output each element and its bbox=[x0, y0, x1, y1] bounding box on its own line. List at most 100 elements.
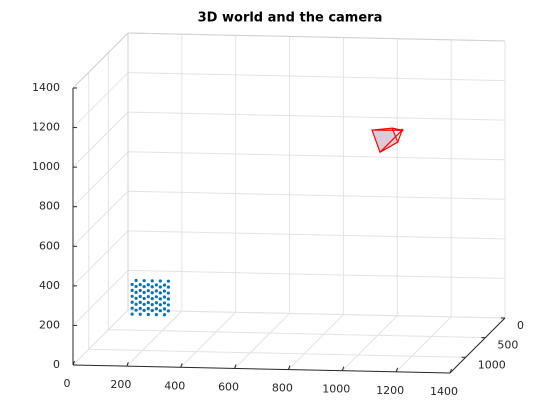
x-tick-label: 200 bbox=[110, 378, 131, 391]
point bbox=[142, 290, 146, 295]
point bbox=[130, 288, 134, 292]
z-tick-label: 1400 bbox=[32, 81, 60, 94]
x-tick bbox=[341, 366, 345, 371]
point bbox=[134, 302, 138, 306]
x-tick-label: 1400 bbox=[430, 385, 458, 398]
point bbox=[138, 312, 142, 316]
frustum-edge bbox=[397, 130, 403, 143]
grid-line bbox=[72, 72, 129, 128]
point bbox=[146, 289, 150, 293]
grid-line bbox=[72, 151, 129, 208]
point bbox=[142, 296, 146, 301]
frustum-edge bbox=[392, 127, 403, 131]
x-tick-label: 600 bbox=[218, 380, 239, 393]
x-tick-label: 400 bbox=[164, 379, 185, 392]
point bbox=[154, 313, 158, 317]
x-tick bbox=[287, 365, 291, 370]
point bbox=[166, 297, 170, 301]
x-tick bbox=[234, 364, 237, 369]
z-tick-label: 800 bbox=[39, 200, 60, 213]
box-edge bbox=[72, 32, 129, 89]
grid-line bbox=[72, 270, 129, 326]
grid-line bbox=[72, 190, 129, 247]
point bbox=[138, 294, 142, 299]
point bbox=[134, 278, 138, 283]
grid-line bbox=[72, 309, 129, 366]
point bbox=[166, 279, 170, 283]
point bbox=[162, 283, 167, 287]
y-tick-label: 0 bbox=[517, 319, 524, 332]
grid-line bbox=[127, 151, 506, 161]
point bbox=[134, 290, 138, 294]
z-tick-label: 1000 bbox=[32, 160, 60, 173]
point bbox=[130, 294, 134, 298]
grid-line bbox=[88, 348, 466, 358]
grid-line bbox=[234, 313, 290, 369]
point bbox=[158, 303, 162, 307]
camera-center bbox=[400, 128, 404, 132]
point bbox=[146, 283, 150, 287]
point bbox=[166, 303, 170, 307]
point bbox=[166, 309, 170, 313]
point bbox=[150, 297, 154, 301]
grid-line bbox=[341, 315, 398, 372]
z-tick-label: 0 bbox=[53, 358, 60, 371]
grid-line bbox=[288, 314, 344, 370]
point bbox=[158, 291, 162, 295]
point bbox=[154, 289, 158, 293]
point bbox=[146, 300, 150, 305]
point bbox=[134, 284, 138, 289]
point bbox=[130, 300, 134, 304]
grid-line bbox=[127, 309, 506, 319]
point bbox=[158, 309, 162, 313]
x-tick bbox=[395, 367, 399, 373]
x-axis bbox=[72, 364, 451, 374]
z-tick-label: 600 bbox=[39, 239, 60, 252]
point bbox=[134, 296, 138, 300]
x-tick-label: 800 bbox=[272, 382, 293, 395]
point bbox=[166, 291, 170, 295]
grid-line bbox=[395, 316, 452, 373]
point bbox=[166, 285, 170, 289]
point bbox=[154, 307, 158, 311]
point bbox=[138, 306, 142, 310]
y-tick-label: 1000 bbox=[478, 358, 506, 371]
grid-line bbox=[127, 190, 506, 200]
x-tick-label: 0 bbox=[64, 377, 71, 390]
x-tick bbox=[72, 360, 75, 366]
chart-title: 3D world and the camera bbox=[198, 11, 383, 26]
point bbox=[130, 306, 134, 310]
x-tick bbox=[180, 363, 183, 368]
point bbox=[146, 312, 150, 317]
point bbox=[158, 285, 162, 289]
point bbox=[142, 279, 146, 283]
point bbox=[150, 302, 154, 307]
z-tick-label: 1200 bbox=[32, 121, 60, 134]
point bbox=[146, 306, 150, 311]
grid-line bbox=[180, 311, 237, 368]
grid-line bbox=[72, 111, 129, 168]
point bbox=[150, 279, 154, 283]
point bbox=[162, 289, 167, 293]
point bbox=[142, 308, 146, 312]
point bbox=[142, 285, 146, 289]
point bbox=[138, 282, 142, 287]
point bbox=[134, 308, 138, 312]
x-tick bbox=[449, 368, 452, 374]
point bbox=[158, 279, 162, 283]
x-tick-label: 1200 bbox=[376, 384, 404, 397]
box-edge bbox=[127, 32, 506, 42]
x-tick bbox=[126, 361, 129, 367]
x-tick-label: 1000 bbox=[322, 383, 350, 396]
point bbox=[162, 301, 167, 305]
point bbox=[158, 297, 162, 301]
point bbox=[130, 282, 134, 287]
point bbox=[162, 313, 167, 317]
z-tick-label: 200 bbox=[39, 318, 60, 331]
grid-line bbox=[72, 230, 129, 287]
point bbox=[162, 295, 167, 299]
point bbox=[138, 300, 142, 304]
y-axis bbox=[449, 317, 506, 374]
grid-line bbox=[108, 329, 486, 339]
